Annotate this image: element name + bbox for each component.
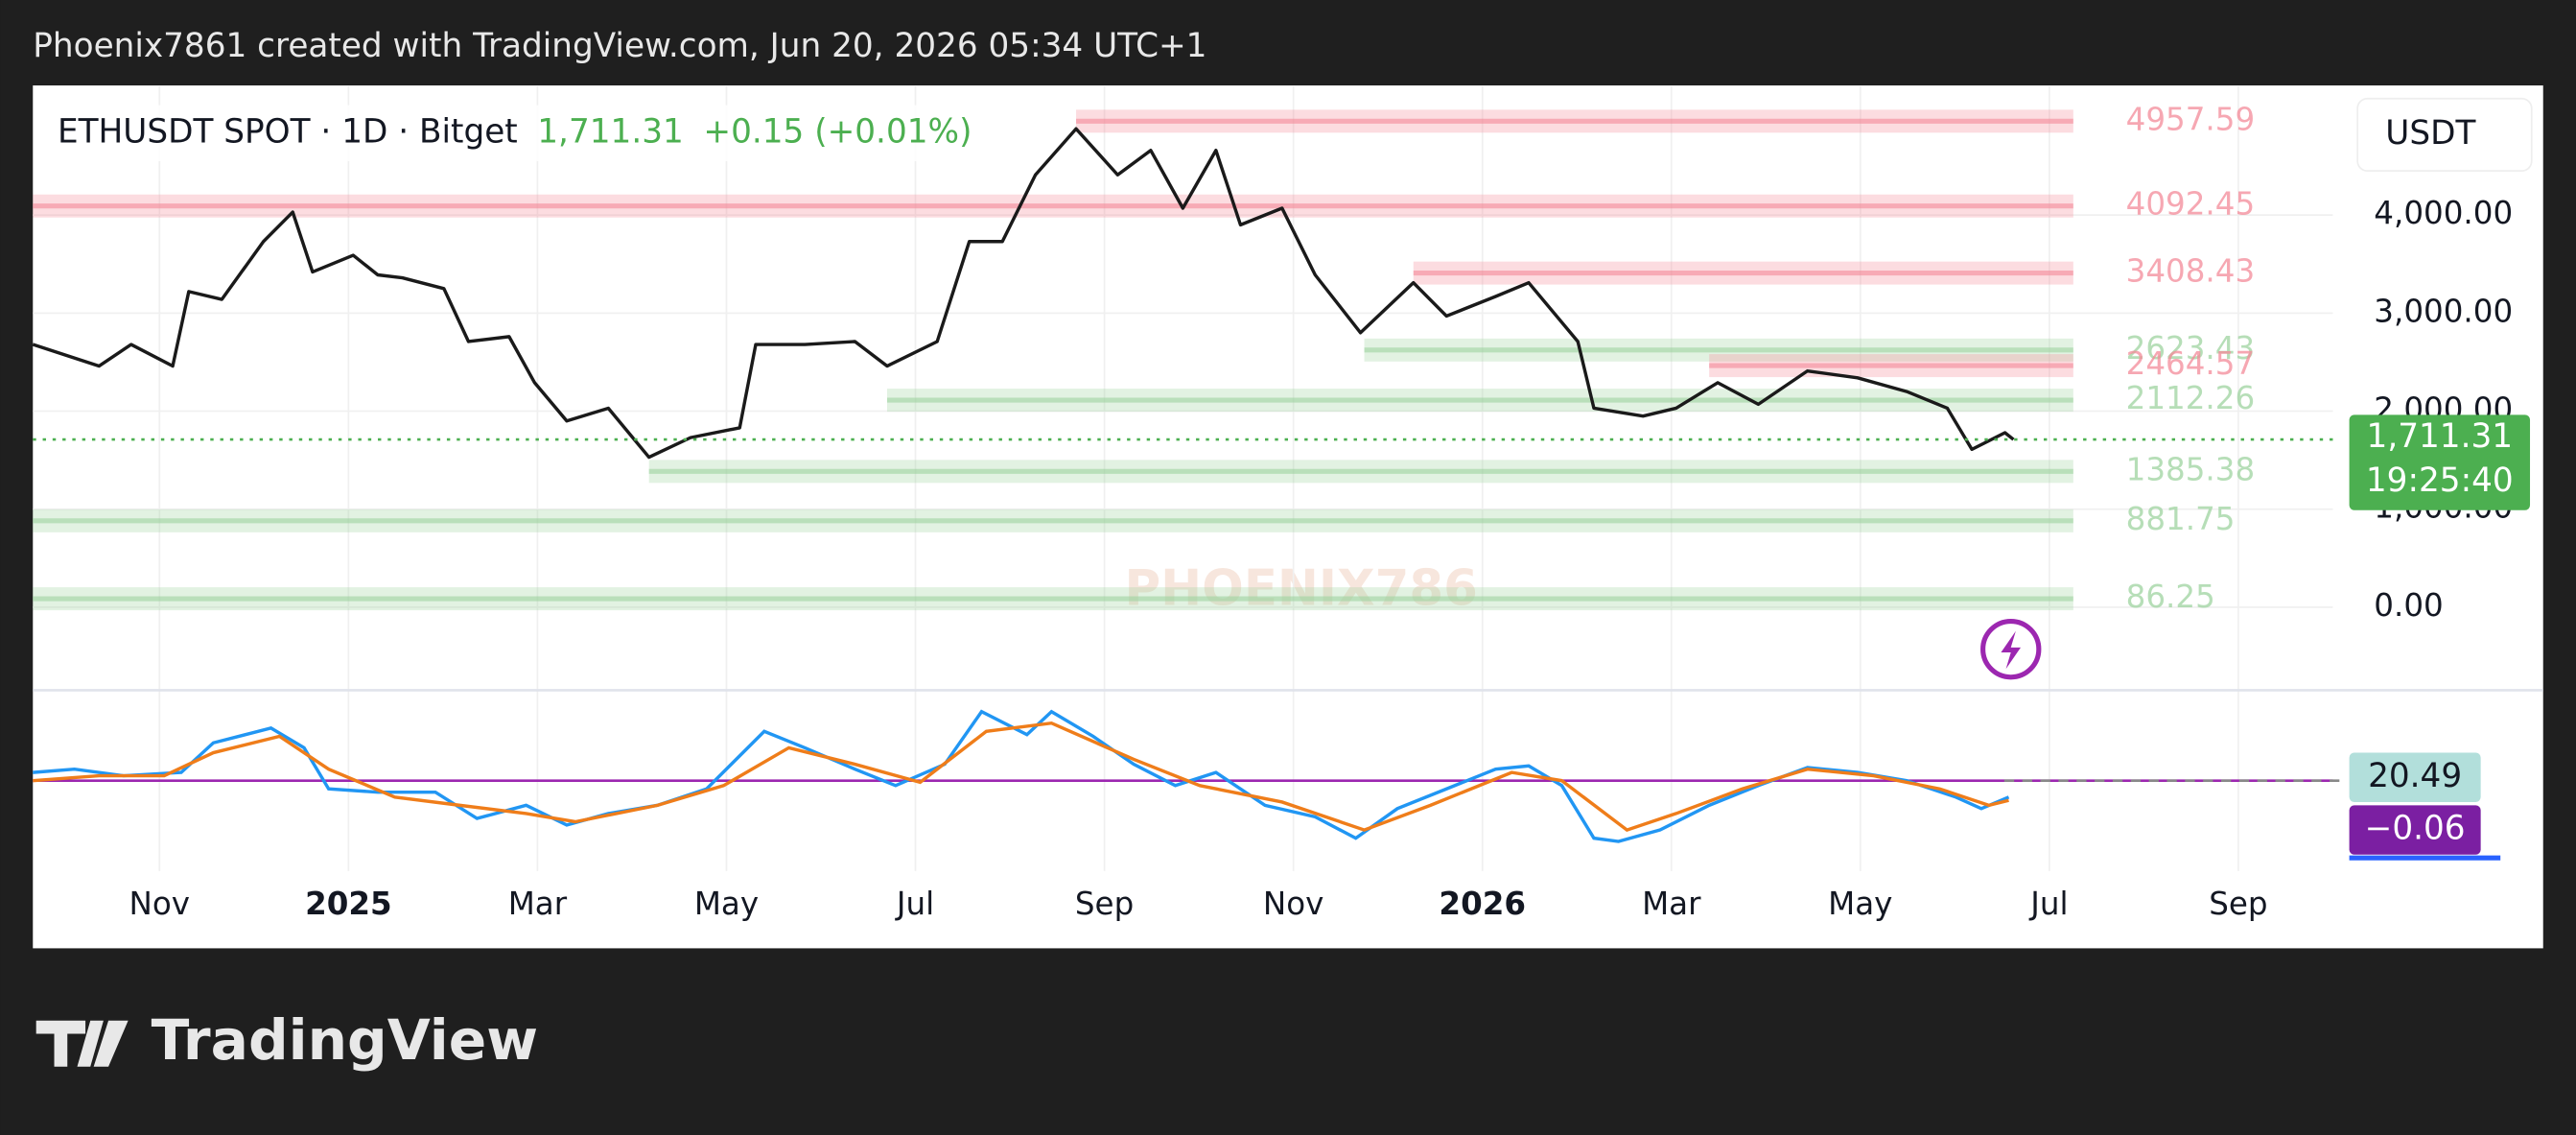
y-tick-label: 0.00 — [2374, 587, 2443, 624]
x-tick-label: May — [1828, 886, 1892, 922]
last-price-box — [2349, 414, 2531, 510]
level-label: 2623.43 — [2126, 330, 2256, 367]
legend-bg — [45, 105, 960, 161]
unit-box — [2356, 97, 2533, 173]
x-tick-label: Nov — [129, 886, 191, 922]
x-tick-label: Sep — [2209, 886, 2267, 922]
macd-line — [33, 721, 2009, 832]
level-label: 86.25 — [2126, 579, 2215, 615]
level-label: 4957.59 — [2126, 101, 2256, 137]
alert-bolt[interactable] — [2001, 630, 2021, 670]
logo-text: TradingView — [152, 1007, 538, 1073]
countdown: 19:25:40 — [2366, 461, 2514, 500]
header: Phoenix7861 created with TradingView.com… — [33, 27, 1206, 65]
level-label: 1385.38 — [2126, 451, 2256, 487]
logo-mark — [35, 1020, 129, 1067]
last-price-label: 1,711.31 — [2367, 417, 2514, 456]
x-tick-label: May — [694, 886, 759, 922]
level-label: 2464.57 — [2126, 345, 2256, 382]
x-tick-label: Jul — [895, 886, 934, 922]
level-label: 2112.26 — [2126, 380, 2256, 416]
alert-icon[interactable] — [1980, 618, 2042, 680]
x-tick-label: Mar — [1642, 886, 1701, 922]
tradingview-logo: TradingView — [35, 1007, 538, 1073]
level-label: 4092.45 — [2126, 186, 2256, 223]
legend-price: 1,711.31 — [537, 112, 684, 151]
macd-value-label: 20.49 — [2368, 757, 2462, 795]
y-unit: USDT — [2385, 114, 2476, 153]
x-tick-label: Mar — [508, 886, 568, 922]
legend-change: +0.15 (+0.01%) — [703, 112, 972, 151]
y-tick-label: 4,000.00 — [2374, 195, 2513, 231]
level-label: 881.75 — [2126, 501, 2236, 537]
level-label: 3408.43 — [2126, 253, 2256, 290]
x-tick-label: Nov — [1263, 886, 1324, 922]
x-tick-label: 2025 — [305, 886, 392, 922]
x-tick-label: 2026 — [1439, 886, 1526, 922]
macd-value-box — [2349, 805, 2481, 855]
x-tick-label: Jul — [2028, 886, 2068, 922]
macd-value-box — [2349, 752, 2481, 802]
macd-line — [33, 709, 2010, 843]
x-tick-label: Sep — [1075, 886, 1134, 922]
price-line — [32, 127, 2015, 460]
legend-symbol: ETHUSDT SPOT · 1D · Bitget — [58, 112, 518, 151]
macd-value-label: −0.06 — [2365, 810, 2466, 848]
y-tick-label: 3,000.00 — [2374, 293, 2513, 329]
